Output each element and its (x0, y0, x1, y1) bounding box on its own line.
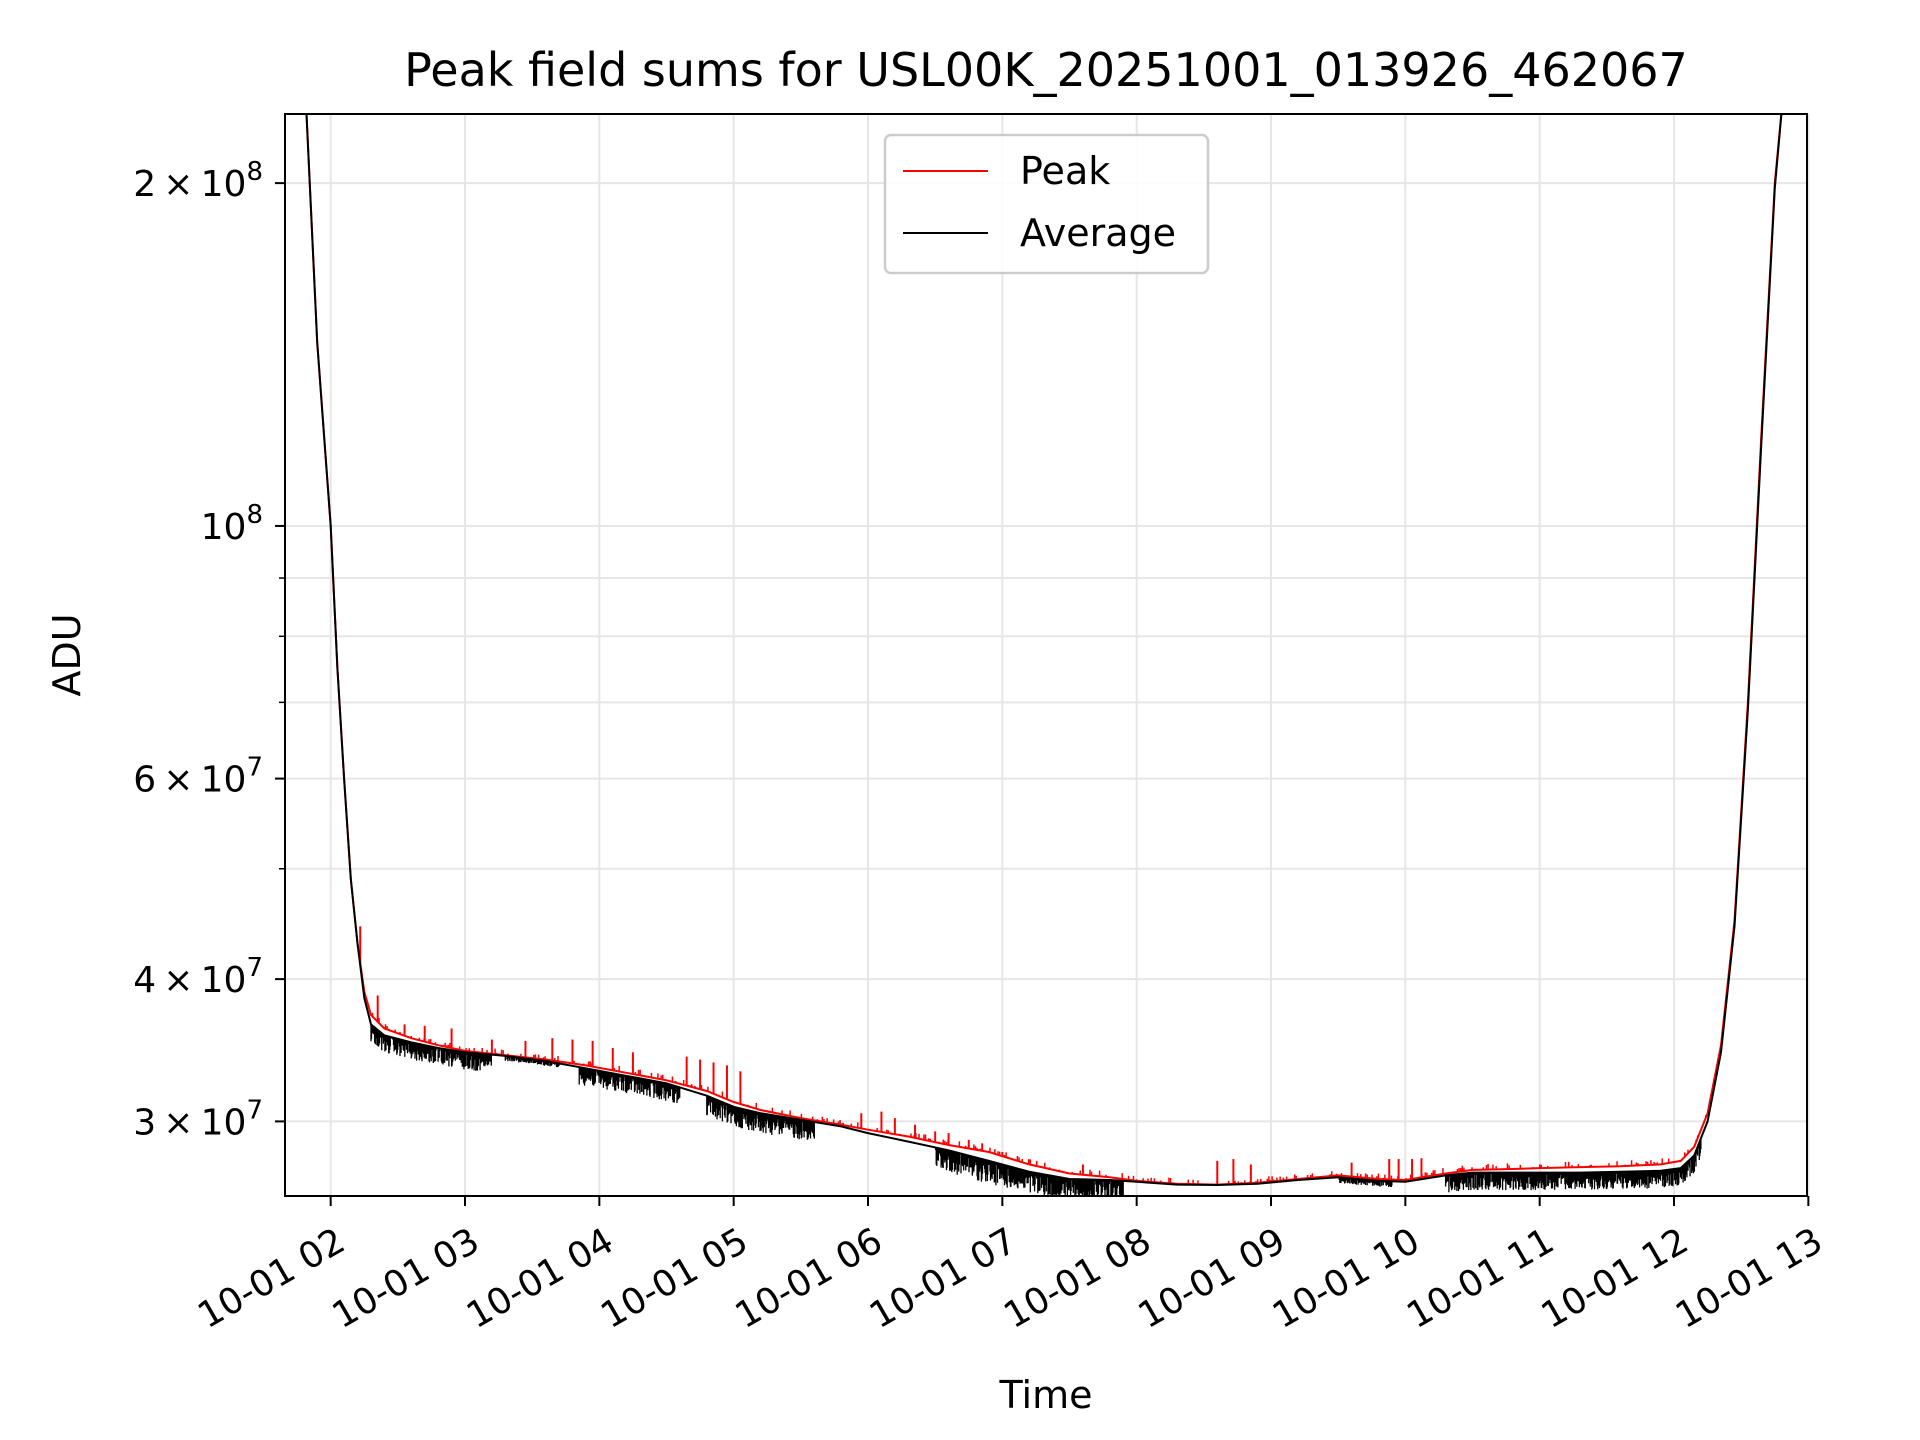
legend-box (883, 133, 1210, 275)
y-axis-label: ADU (45, 613, 89, 696)
plot-area (305, 114, 1783, 1196)
legend-average-label: Average (1020, 211, 1176, 255)
average-noise (370, 1024, 492, 1071)
y-axis: 3 × 107 4 × 107 6 × 107 108 2 × 108 (133, 157, 285, 1143)
y-tick-label: 3 × 107 (133, 1095, 263, 1143)
y-tick-label: 108 (201, 500, 263, 548)
y-tick-label: 4 × 107 (133, 953, 263, 1001)
grid (285, 114, 1810, 1196)
legend: Peak Average (883, 133, 1210, 275)
average-noise (504, 1055, 560, 1068)
average-noise (578, 1067, 681, 1103)
chart-title: Peak field sums for USL00K_20251001_0139… (404, 43, 1688, 97)
average-noise (934, 1147, 1124, 1196)
legend-peak-label: Peak (1020, 149, 1110, 193)
average-noise (1337, 1177, 1393, 1187)
y-tick-label: 2 × 108 (133, 157, 263, 205)
y-tick-label: 6 × 107 (133, 753, 263, 801)
average-noise (706, 1095, 815, 1140)
axes-frame (284, 113, 1808, 1197)
peak-series-line (305, 114, 1783, 1186)
plot-lines (305, 114, 1783, 1196)
average-noise (1444, 1138, 1702, 1193)
x-axis-label: Time (999, 1373, 1093, 1417)
